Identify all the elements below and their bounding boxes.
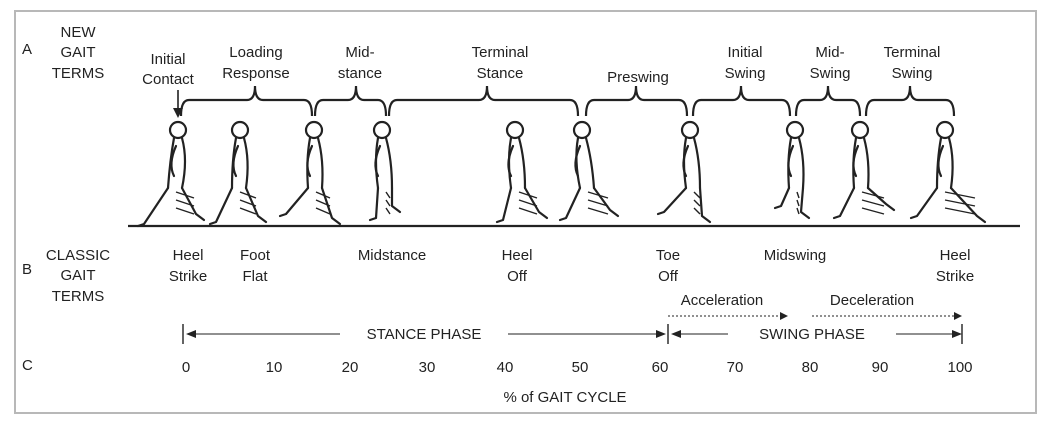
axis-title: % of GAIT CYCLE [503, 389, 626, 406]
walking-figure [832, 120, 896, 220]
acceleration-label: Acceleration [681, 292, 764, 309]
row-label-c: C [22, 357, 33, 374]
scale-tick-label: 70 [727, 359, 744, 376]
heading-line: GAIT [60, 267, 95, 284]
new-term-midstance: Mid- [345, 44, 374, 61]
classic-term-foot-flat: Flat [242, 268, 268, 285]
walking-figure [495, 120, 549, 224]
new-term-initial-swing: Initial [727, 44, 762, 61]
new-term-midswing: Mid- [815, 44, 844, 61]
classic-term-heel-strike: Heel [173, 247, 204, 264]
classic-gait-terms-heading: CLASSIC GAIT TERMS [46, 247, 110, 305]
classic-term-heel-strike-end: Heel [940, 247, 971, 264]
new-term-terminal-stance: Terminal [472, 44, 529, 61]
scale-tick-label: 50 [572, 359, 589, 376]
scale-tick-label: 40 [497, 359, 514, 376]
swing-phase-range: SWING PHASE [671, 324, 963, 344]
deceleration-label: Deceleration [830, 292, 914, 309]
acceleration-range: Acceleration [668, 292, 788, 320]
classic-term-toe-off: Off [658, 268, 679, 285]
classic-gait-terms: Heel Strike Foot Flat Midstance Heel Off… [169, 247, 974, 285]
walking-figure [773, 120, 811, 220]
scale-tick-label: 0 [182, 359, 190, 376]
walking-figure [656, 120, 712, 224]
new-gait-terms: Initial Contact Loading Response Mid- st… [142, 44, 940, 88]
walking-figure [558, 120, 620, 222]
walking-figure [208, 120, 268, 226]
scale-tick-label: 60 [652, 359, 669, 376]
new-term-terminal-swing: Swing [892, 65, 933, 82]
classic-term-heel-off: Off [507, 268, 528, 285]
new-term-initial-contact: Contact [142, 71, 195, 88]
classic-term-midstance: Midstance [358, 247, 426, 264]
stance-phase-range: STANCE PHASE [182, 324, 669, 344]
row-label-b: B [22, 261, 32, 278]
classic-term-midswing: Midswing [764, 247, 827, 264]
heading-line: GAIT [60, 44, 95, 61]
new-term-loading-response: Response [222, 65, 290, 82]
new-term-midswing: Swing [810, 65, 851, 82]
new-term-loading-response: Loading [229, 44, 282, 61]
percent-scale: 0 10 20 30 40 50 60 70 80 90 100 [182, 359, 973, 376]
scale-tick-label: 100 [947, 359, 972, 376]
brace-terminal-stance [387, 85, 580, 117]
classic-term-toe-off: Toe [656, 247, 680, 264]
new-term-initial-swing: Swing [725, 65, 766, 82]
row-label-a: A [22, 41, 32, 58]
phase-braces [179, 85, 956, 117]
heading-line: TERMS [52, 65, 105, 82]
scale-tick-label: 30 [419, 359, 436, 376]
heading-line: NEW [61, 24, 97, 41]
swing-phase-label: SWING PHASE [759, 326, 865, 343]
new-gait-terms-heading: NEW GAIT TERMS [52, 24, 105, 82]
brace-midstance [313, 85, 388, 117]
classic-term-foot-flat: Foot [240, 247, 271, 264]
deceleration-range: Deceleration [812, 292, 962, 320]
brace-preswing [584, 85, 689, 117]
walking-figure [278, 120, 342, 226]
brace-initial-swing [691, 85, 792, 117]
classic-term-heel-off: Heel [502, 247, 533, 264]
walking-figure [368, 120, 402, 222]
brace-loading-response [179, 85, 314, 117]
new-term-initial-contact: Initial [150, 51, 185, 68]
heading-line: CLASSIC [46, 247, 110, 264]
walking-figure [136, 120, 206, 228]
new-term-midstance: stance [338, 65, 382, 82]
brace-terminal-swing [864, 85, 956, 117]
walking-figure [909, 120, 987, 224]
walking-figures [136, 120, 987, 228]
heading-line: TERMS [52, 288, 105, 305]
figure-frame [14, 10, 1037, 414]
new-term-preswing: Preswing [607, 69, 669, 86]
new-term-terminal-swing: Terminal [884, 44, 941, 61]
stance-phase-label: STANCE PHASE [367, 326, 482, 343]
scale-tick-label: 80 [802, 359, 819, 376]
scale-tick-label: 10 [266, 359, 283, 376]
brace-midswing [794, 85, 862, 117]
scale-tick-label: 90 [872, 359, 889, 376]
classic-term-heel-strike-end: Strike [936, 268, 974, 285]
scale-tick-label: 20 [342, 359, 359, 376]
classic-term-heel-strike: Strike [169, 268, 207, 285]
new-term-terminal-stance: Stance [477, 65, 524, 82]
